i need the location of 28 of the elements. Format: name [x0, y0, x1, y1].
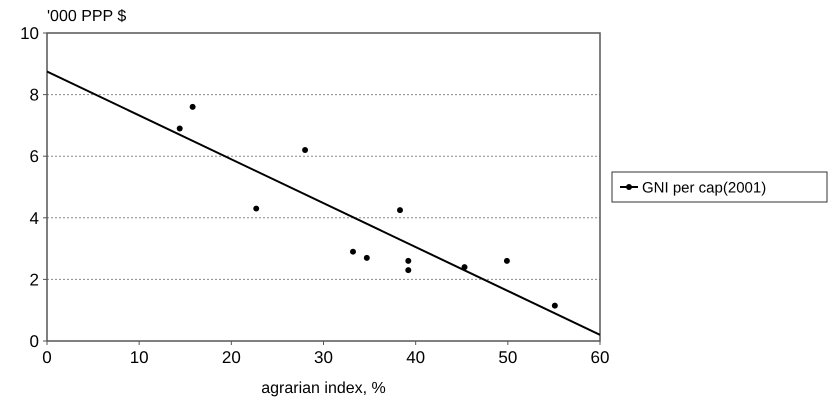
point: [176, 126, 183, 132]
x-tick-label: 40: [406, 348, 426, 367]
point: [397, 207, 403, 214]
x-tick-label: 60: [590, 348, 610, 367]
point: [253, 206, 260, 212]
y-tick-label: 8: [30, 86, 39, 105]
y-tick-label: 6: [30, 147, 39, 166]
point: [552, 302, 558, 309]
point: [504, 258, 510, 264]
y-tick-label: 0: [30, 332, 39, 351]
legend-label: GNI per cap(2001): [642, 179, 766, 196]
x-tick-label: 0: [42, 348, 52, 367]
point: [462, 264, 468, 270]
x-tick-label: 10: [130, 348, 149, 367]
point: [405, 258, 412, 264]
point: [405, 267, 412, 274]
y-axis-title: '000 PPP $: [47, 8, 126, 25]
point: [364, 254, 370, 261]
y-tick-label: 4: [30, 208, 39, 228]
x-tick-label: 20: [222, 348, 241, 367]
point: [190, 104, 196, 110]
y-tick-label: 2: [30, 270, 39, 290]
x-tick-label: 30: [314, 348, 333, 367]
x-tick-label: 50: [498, 348, 518, 367]
x-axis-title: agrarian index, %: [261, 380, 386, 397]
y-tick-label: 10: [20, 24, 39, 43]
point: [302, 147, 308, 154]
point: [350, 248, 356, 255]
